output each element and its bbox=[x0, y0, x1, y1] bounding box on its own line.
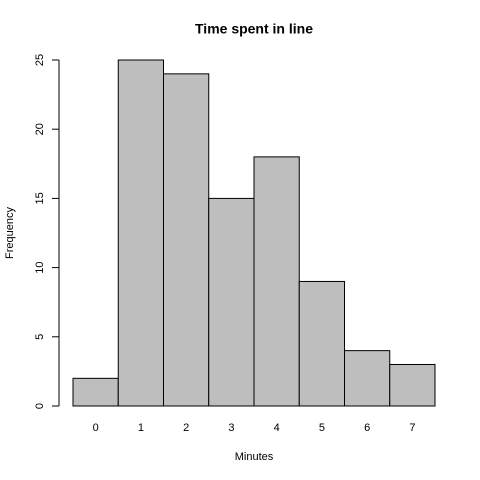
x-tick-label: 5 bbox=[319, 422, 325, 434]
bar bbox=[344, 350, 391, 407]
bar bbox=[117, 59, 164, 407]
bar bbox=[298, 280, 345, 407]
x-tick-label: 7 bbox=[409, 422, 415, 434]
x-tick-label: 1 bbox=[138, 422, 144, 434]
x-axis-label: Minutes bbox=[235, 451, 274, 463]
y-tick-label: 25 bbox=[34, 54, 46, 66]
chart-title: Time spent in line bbox=[195, 21, 313, 37]
bar bbox=[253, 156, 300, 407]
x-tick-label: 4 bbox=[274, 422, 280, 434]
y-axis-label: Frequency bbox=[4, 207, 16, 259]
x-tick-label: 0 bbox=[93, 422, 99, 434]
y-tick-label: 5 bbox=[34, 334, 46, 340]
x-tick-label: 3 bbox=[228, 422, 234, 434]
x-tick-label: 6 bbox=[364, 422, 370, 434]
x-tick-label: 2 bbox=[183, 422, 189, 434]
bar bbox=[163, 73, 210, 407]
y-tick-label: 20 bbox=[34, 123, 46, 135]
y-tick-label: 10 bbox=[34, 261, 46, 273]
y-tick-label: 15 bbox=[34, 192, 46, 204]
bar bbox=[72, 377, 119, 407]
y-tick-label: 0 bbox=[34, 403, 46, 409]
bar bbox=[208, 197, 255, 407]
bar bbox=[389, 363, 436, 407]
